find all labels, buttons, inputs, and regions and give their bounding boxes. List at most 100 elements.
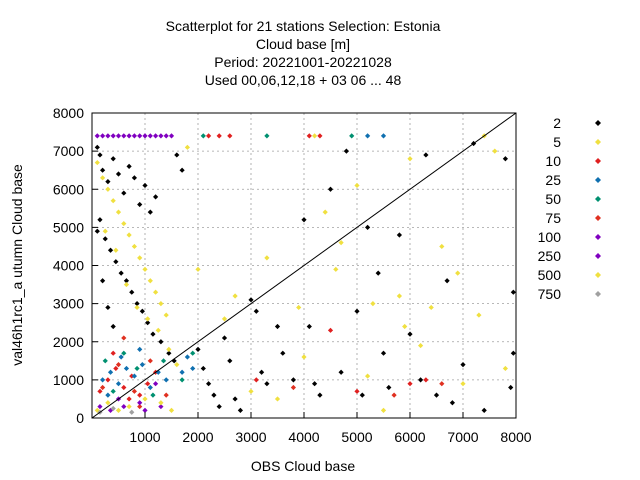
data-point-series-100: [115, 133, 122, 139]
data-point-series-75: [100, 384, 106, 391]
data-point-series-2: [145, 320, 151, 326]
data-point-series-5: [174, 362, 180, 368]
y-tick-label: 4000: [53, 258, 84, 274]
data-point-series-5: [301, 354, 307, 360]
data-point-series-500: [142, 396, 148, 402]
data-point-series-2: [510, 350, 516, 356]
data-point-series-10: [407, 381, 413, 387]
data-point-series-2: [123, 278, 130, 284]
y-axis-label: val46h1rc1_a utumn Cloud base: [9, 164, 25, 366]
data-point-series-5: [380, 407, 387, 413]
data-point-series-2: [248, 297, 254, 303]
legend-marker: [595, 291, 601, 297]
data-point-series-5: [274, 396, 281, 402]
data-point-series-75: [439, 381, 445, 387]
x-tick-label: 7000: [447, 429, 478, 445]
data-point-series-5: [121, 220, 127, 227]
data-point-series-2: [232, 396, 238, 402]
data-point-series-2: [338, 369, 344, 375]
data-point-series-250: [121, 403, 127, 410]
title-line-1: Scatterplot for 21 stations Selection: E…: [166, 18, 441, 34]
data-point-series-50: [349, 133, 355, 139]
data-point-series-100: [110, 133, 116, 139]
data-point-series-2: [423, 152, 429, 158]
data-point-series-2: [147, 209, 153, 215]
data-point-series-2: [365, 224, 371, 230]
legend-marker: [595, 253, 601, 259]
data-point-series-75: [121, 335, 127, 341]
data-point-series-2: [460, 362, 466, 368]
data-point-series-2: [502, 156, 508, 162]
data-point-series-5: [137, 255, 143, 261]
data-point-series-500: [322, 209, 328, 215]
data-point-series-25: [107, 369, 114, 375]
legend-label: 25: [545, 172, 561, 188]
data-point-series-2: [195, 346, 201, 352]
data-point-series-2: [280, 350, 286, 356]
data-point-series-25: [365, 133, 371, 139]
data-point-series-5: [115, 209, 122, 215]
x-axis-ticks: 1000 2000 3000 4000 5000 6000 7000 8000: [129, 412, 532, 445]
data-point-series-2: [264, 381, 270, 387]
data-point-series-750: [110, 405, 116, 412]
legend-label: 10: [545, 153, 561, 169]
data-point-series-5: [312, 133, 318, 139]
data-point-series-10: [121, 384, 127, 391]
x-tick-label: 5000: [341, 429, 372, 445]
data-point-series-2: [227, 358, 233, 364]
data-point-series-500: [402, 323, 408, 330]
data-point-series-2: [139, 308, 145, 314]
data-point-series-2: [118, 270, 124, 276]
data-point-series-5: [460, 381, 466, 387]
data-point-series-75: [115, 362, 122, 368]
legend-label: 75: [545, 210, 561, 226]
legend-label: 750: [538, 286, 562, 302]
title-line-2: Cloud base [m]: [256, 36, 350, 52]
data-point-series-5: [492, 148, 498, 154]
data-point-series-2: [100, 167, 106, 173]
data-point-series-2: [166, 350, 172, 356]
data-point-series-5: [418, 342, 424, 349]
data-point-series-10: [206, 133, 212, 139]
data-point-series-10: [327, 327, 334, 333]
data-point-series-50: [264, 133, 270, 139]
data-point-series-25: [115, 381, 122, 387]
data-point-series-25: [163, 377, 169, 383]
data-point-series-500: [168, 407, 175, 413]
data-point-series-10: [423, 377, 429, 383]
data-point-series-25: [184, 354, 190, 360]
data-point-series-500: [264, 255, 270, 261]
data-point-series-25: [380, 133, 387, 139]
data-point-series-2: [418, 377, 424, 383]
data-point-series-100: [153, 133, 159, 139]
data-point-series-100: [121, 133, 127, 139]
data-point-series-100: [100, 133, 106, 139]
data-point-series-2: [396, 232, 402, 238]
data-point-series-2: [126, 163, 132, 169]
data-point-series-50: [110, 388, 116, 394]
diagonal-line: [91, 112, 517, 419]
y-tick-label: 1000: [53, 372, 84, 388]
x-tick-label: 1000: [129, 429, 160, 445]
data-point-series-50: [179, 377, 185, 383]
data-point-series-2: [110, 323, 116, 330]
data-point-series-2: [97, 217, 103, 223]
data-point-series-50: [150, 392, 156, 398]
data-point-series-10: [227, 133, 233, 139]
data-point-series-5: [166, 346, 172, 352]
data-point-series-100: [126, 133, 132, 139]
data-point-series-75: [131, 388, 137, 394]
data-point-series-2: [259, 369, 265, 375]
data-point-series-50: [200, 133, 206, 139]
data-point-series-100: [168, 133, 175, 139]
data-point-series-50: [121, 350, 127, 356]
data-point-series-5: [100, 175, 106, 181]
data-point-series-2: [380, 350, 387, 356]
data-point-series-5: [365, 373, 371, 379]
data-point-series-2: [206, 381, 212, 387]
data-point-series-2: [97, 152, 103, 158]
data-point-series-75: [391, 392, 397, 398]
data-point-series-2: [150, 331, 156, 337]
data-point-series-5: [123, 281, 130, 288]
